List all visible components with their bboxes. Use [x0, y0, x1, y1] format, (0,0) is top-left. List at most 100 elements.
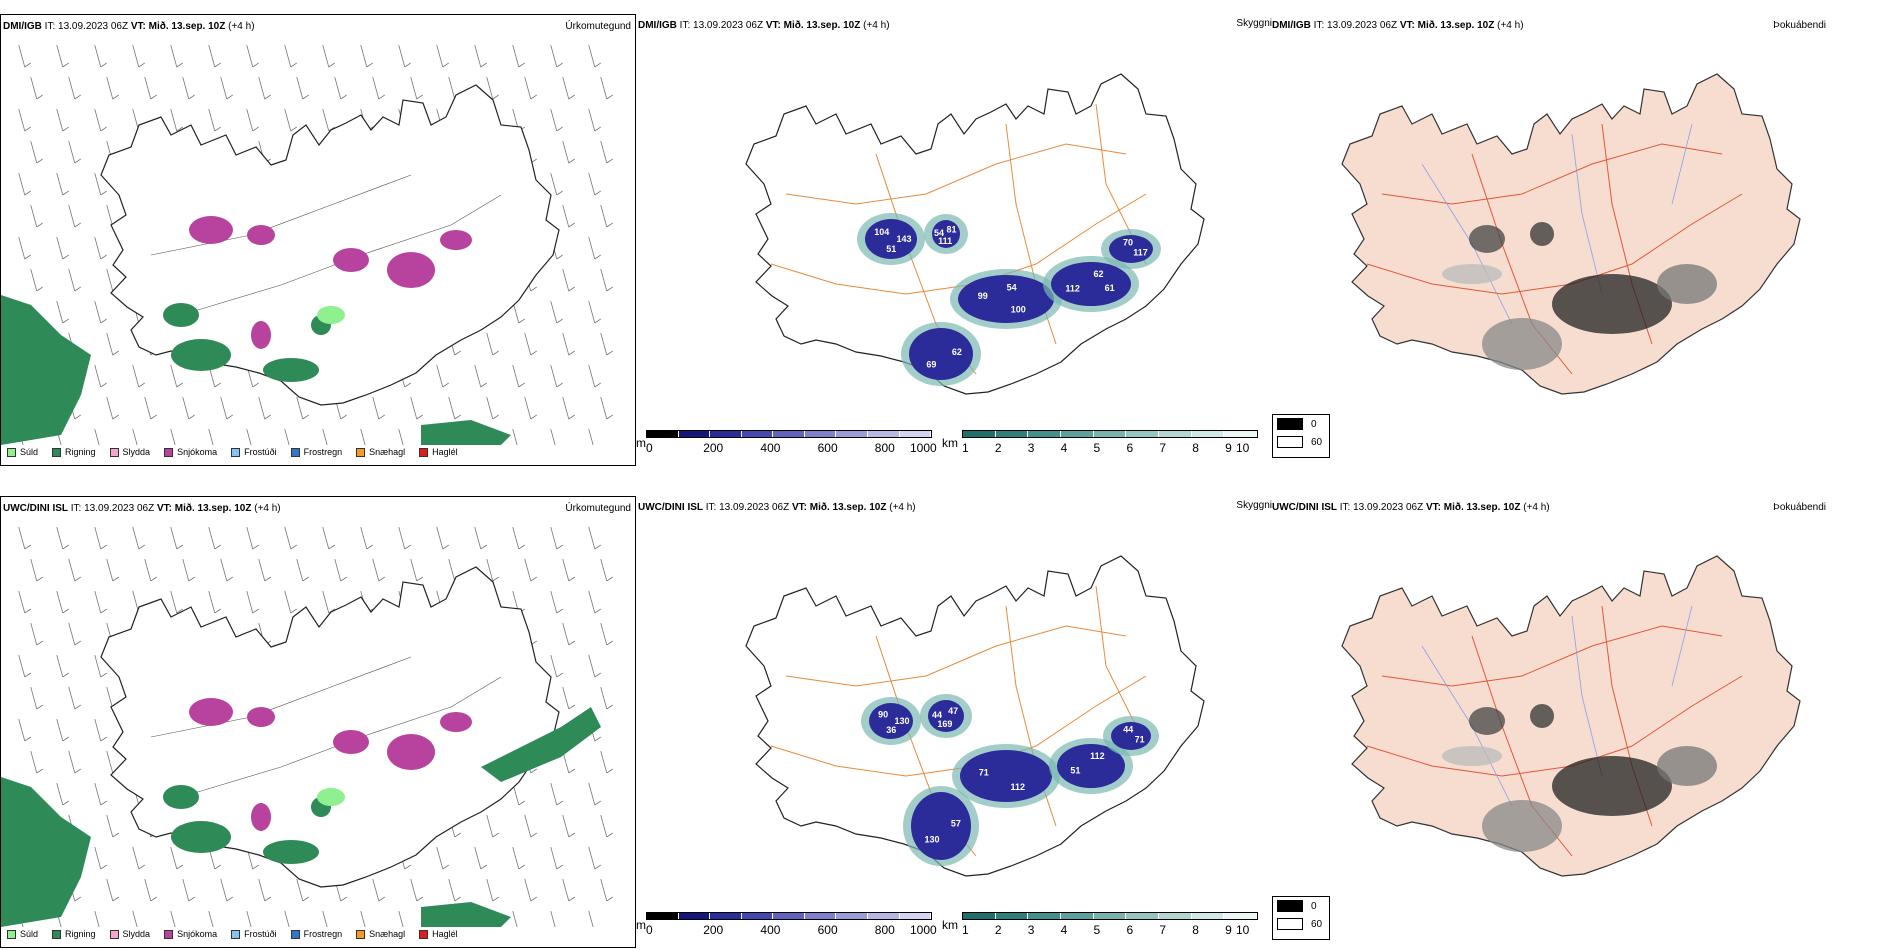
ceiling-value-label: 117 [1133, 247, 1148, 257]
legend-label: Frostregn [303, 929, 343, 939]
colorbar-tick: 3 [1027, 923, 1035, 937]
colorbar-segment [867, 913, 900, 919]
colorbar-tick: 2 [994, 923, 1002, 937]
precip-legend-item: Rigning [52, 929, 96, 939]
cloud-title: Skyggni [1236, 500, 1272, 511]
colorbar-unit: m [636, 436, 646, 450]
visibility-colorbar: km 1 2 3 4 5 6 7 8 9 10 [942, 912, 1272, 942]
colorbar-segment [710, 431, 742, 437]
visibility-colorbar: km 1 2 3 4 5 6 7 8 9 10 [942, 430, 1272, 460]
ceiling-value-label: 54 [1007, 282, 1017, 292]
panel-header: DMI/IGB IT: 13.09.2023 06Z VT: Mið. 13.s… [1272, 20, 1524, 31]
legend-swatch [1277, 418, 1303, 430]
precip-map [1, 44, 613, 445]
colorbar-unit: km [942, 436, 958, 450]
ceiling-value-label: 111 [938, 236, 952, 246]
precip-legend-item: Rigning [52, 447, 96, 457]
ceiling-value-label: 69 [926, 359, 936, 369]
colorbar-tick: 7 [1159, 441, 1167, 455]
precip-legend-item: Slydda [109, 447, 151, 457]
colorbar-tick: 0 [646, 441, 653, 455]
colorbar-segment [678, 913, 711, 919]
ceiling-value-label: 112 [1090, 751, 1105, 761]
colorbar-segment [804, 431, 837, 437]
colorbar-unit: m [636, 918, 646, 932]
precip-legend-item: Slydda [109, 929, 150, 939]
colorbar-tick: 6 [1126, 923, 1134, 937]
colorbar-tick: 1 [962, 441, 969, 455]
colorbar-segment [804, 913, 837, 919]
precip-title: Úrkomutegund [565, 21, 631, 32]
legend-label: Slydda [122, 447, 151, 457]
legend-label: Frostúði [244, 447, 277, 457]
ceiling-value-label: 54 [934, 228, 944, 238]
colorbar-segments [646, 430, 932, 438]
ceiling-value-label: 71 [979, 768, 989, 778]
colorbar-segment [1191, 913, 1225, 919]
colorbar-tick: 200 [703, 923, 724, 937]
colorbar-tick: 7 [1159, 923, 1167, 937]
colorbar-tick: 4 [1060, 441, 1068, 455]
colorbar-segment [1224, 913, 1258, 919]
colorbar-tick: 200 [703, 441, 724, 455]
legend-label: Súld [20, 929, 39, 939]
colorbar-segment [1093, 431, 1127, 437]
legend-swatch [7, 929, 16, 939]
legend-swatch [356, 447, 366, 457]
ceiling-value-label: 62 [1094, 269, 1104, 279]
precip-legend-item: Snjókoma [164, 929, 217, 939]
legend-swatch [231, 447, 241, 457]
fog-title: Þokuábendi [1773, 20, 1826, 31]
legend-swatch [419, 447, 429, 457]
legend-label: 60 [1311, 436, 1323, 448]
legend-label: Haglél [432, 929, 458, 939]
colorbar-tick: 1 [962, 923, 969, 937]
precip-legend-item: Frostúði [231, 447, 277, 457]
fog-legend: 0 60 [1272, 414, 1330, 458]
colorbar-tick: 1000 [910, 923, 937, 937]
precip-title: Úrkomutegund [565, 503, 631, 514]
ceiling-value-label: 130 [924, 835, 939, 845]
colorbar-tick: 10 [1236, 441, 1250, 455]
colorbar-segment [995, 431, 1029, 437]
colorbar-segment [647, 913, 679, 919]
colorbar-tick: 600 [817, 923, 838, 937]
legend-swatch [164, 447, 174, 457]
cloud-panel-row2: UWC/DINI ISL IT: 13.09.2023 06Z VT: Mið.… [636, 496, 1272, 948]
ceiling-value-label: 51 [1070, 765, 1080, 775]
fog-legend: 0 60 [1272, 896, 1330, 940]
legend-swatch [356, 929, 366, 939]
colorbar-segment [963, 431, 996, 437]
ceiling-value-label: 61 [1105, 283, 1115, 293]
colorbar-segment [710, 913, 742, 919]
colorbar-segment [1224, 431, 1258, 437]
precip-legend-item: Súld [7, 447, 38, 457]
colorbar-unit: km [942, 918, 958, 932]
legend-swatch [52, 447, 62, 457]
fog-legend-item: 0 [1273, 897, 1329, 915]
legend-swatch [52, 929, 62, 939]
panel-header: UWC/DINI ISL IT: 13.09.2023 06Z VT: Mið.… [1272, 502, 1550, 513]
precip-legend-item: Frostregn [290, 929, 343, 939]
fog-title: Þokuábendi [1773, 502, 1826, 513]
legend-swatch [109, 929, 119, 939]
fog-legend-item: 60 [1273, 915, 1329, 933]
colorbar-segment [1061, 431, 1094, 437]
colorbar-segment [1028, 431, 1062, 437]
panel-header: UWC/DINI ISL IT: 13.09.2023 06Z VT: Mið.… [3, 503, 281, 514]
fog-map [1341, 73, 1801, 395]
legend-swatch [1277, 436, 1303, 448]
ceiling-value-label: 57 [951, 818, 961, 828]
legend-label: Rigning [65, 929, 96, 939]
legend-swatch [231, 929, 241, 939]
ceiling-value-label: 36 [886, 725, 896, 735]
colorbar-segment [867, 431, 900, 437]
precip-legend-item: Snæhagl [356, 929, 405, 939]
colorbar-tick: 5 [1093, 441, 1101, 455]
colorbar-segment [836, 913, 868, 919]
colorbar-segment [836, 431, 868, 437]
precip-legend-item: Frostúði [231, 929, 277, 939]
colorbar-segments [646, 912, 932, 920]
legend-label: Snjókoma [177, 447, 218, 457]
ceiling-value-label: 44 [932, 710, 942, 720]
